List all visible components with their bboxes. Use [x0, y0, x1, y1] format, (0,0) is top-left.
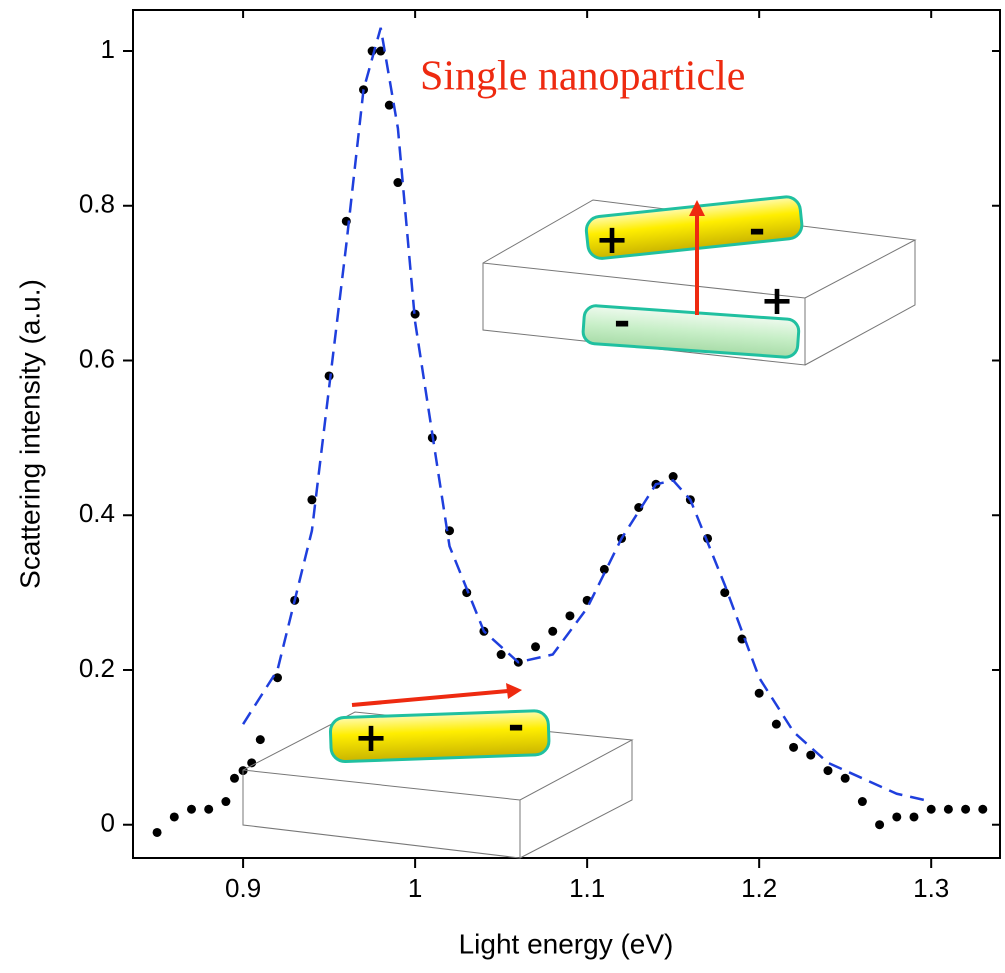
arrow-head: [689, 200, 705, 216]
x-tick-label: 0.9: [225, 873, 261, 903]
data-point: [307, 495, 317, 505]
x-tick-label: 1.2: [741, 873, 777, 903]
data-point: [273, 673, 282, 683]
data-point: [875, 820, 885, 830]
data-point: [393, 178, 403, 188]
x-axis-label: Light energy (eV): [459, 928, 674, 959]
rod-lower: [581, 304, 801, 359]
data-point: [169, 812, 179, 822]
data-point: [247, 758, 257, 768]
data-point: [410, 309, 420, 319]
data-point: [668, 472, 678, 482]
charge: -: [749, 207, 766, 253]
charge: +: [595, 217, 629, 263]
data-point: [737, 634, 747, 644]
data-point: [186, 804, 196, 814]
data-point: [789, 742, 799, 752]
data-point: [229, 773, 239, 783]
data-point: [599, 564, 609, 574]
data-point: [531, 642, 541, 652]
data-point: [771, 719, 781, 729]
data-point: [221, 797, 231, 807]
data-layer: [152, 27, 988, 837]
inset-parallel: + - - +: [482, 195, 917, 366]
arrow-head: [506, 683, 522, 699]
x-tick-label: 1.1: [569, 873, 605, 903]
data-point: [548, 626, 558, 636]
y-axis-label: Scattering intensity (a.u.): [14, 279, 45, 589]
charge: -: [614, 299, 631, 345]
data-point: [565, 611, 575, 621]
data-point: [204, 804, 214, 814]
inset-box: [804, 240, 916, 366]
data-point: [255, 735, 265, 745]
data-point: [152, 827, 162, 837]
y-tick-label: 0.6: [79, 343, 115, 373]
data-point: [943, 804, 953, 814]
data-point: [634, 503, 644, 513]
fit-line: [242, 27, 932, 803]
charge: -: [508, 703, 525, 749]
dipole-arrow: [351, 689, 509, 707]
data-point: [754, 688, 764, 698]
plot-frame: [132, 9, 1001, 859]
y-tick-label: 0.4: [79, 498, 115, 528]
inset-single: + -: [242, 683, 634, 859]
data-point: [978, 804, 988, 814]
data-point: [496, 650, 506, 660]
annotation: Single nanoparticle: [420, 54, 745, 100]
data-point: [961, 804, 971, 814]
inset-box: [242, 711, 634, 859]
data-point: [720, 588, 730, 598]
data-point: [857, 797, 867, 807]
data-point: [892, 812, 902, 822]
inset-box: [519, 740, 633, 859]
charge: +: [354, 715, 388, 761]
y-tick-label: 0.8: [79, 189, 115, 219]
data-point: [840, 773, 850, 783]
y-tick-label: 1: [101, 34, 115, 64]
inset-box: [482, 199, 917, 366]
x-tick-label: 1.3: [913, 873, 949, 903]
data-point: [823, 766, 833, 776]
data-point: [384, 100, 394, 110]
y-tick-label: 0.2: [79, 653, 115, 683]
data-point: [909, 812, 919, 822]
charge: +: [760, 278, 794, 324]
x-tick-label: 1: [408, 873, 422, 903]
y-tick-label: 0: [101, 808, 115, 838]
rod-single: [328, 709, 551, 763]
data-point: [462, 588, 472, 598]
data-point: [926, 804, 936, 814]
data-point: [806, 750, 816, 760]
data-point: [376, 46, 386, 56]
